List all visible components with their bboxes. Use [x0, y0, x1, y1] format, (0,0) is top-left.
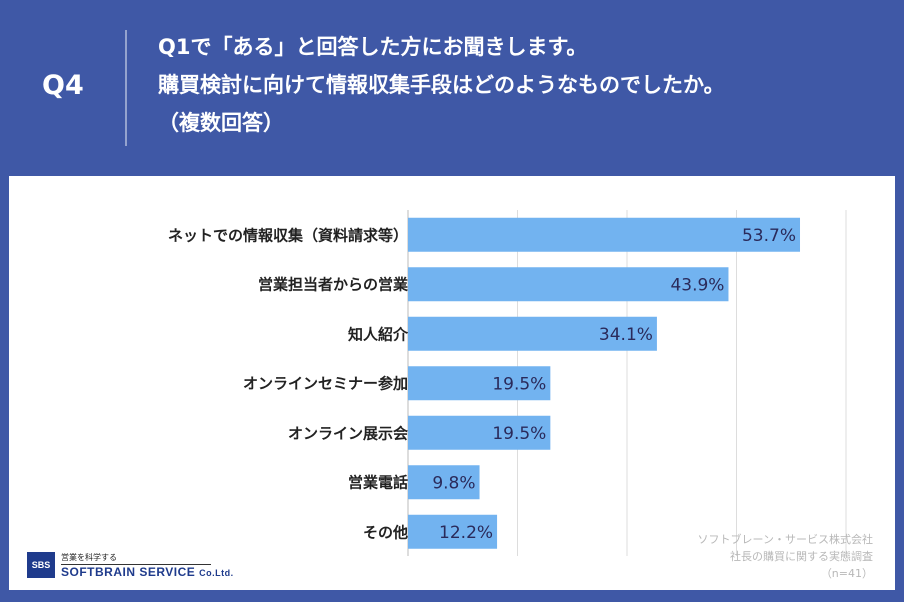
source-line-1: ソフトブレーン・サービス株式会社 — [697, 533, 873, 546]
question-line-1: Q1で「ある」と回答した方にお聞きします。 — [158, 35, 588, 59]
question-header: Q4 Q1で「ある」と回答した方にお聞きします。 購買検討に向けて情報収集手段は… — [0, 0, 904, 172]
chart-panel: 53.7% 43.9% 34.1% 19.5% 19.5% 9.8% 12.2% ネットでの… — [9, 176, 895, 590]
category-label: その他 — [362, 523, 408, 542]
data-label: 19.5% — [492, 424, 546, 444]
data-label: 34.1% — [599, 325, 653, 345]
logo-suffix: Co.Ltd. — [199, 567, 234, 578]
bar — [408, 267, 729, 302]
source-note: ソフトブレーン・サービス株式会社 社長の購買に関する実態調査 （n=41） — [698, 531, 873, 582]
category-label: ネットでの情報収集（資料請求等） — [167, 226, 408, 245]
source-line-3: （n=41） — [820, 567, 873, 580]
chart-svg: 53.7% 43.9% 34.1% 19.5% 19.5% 9.8% 12.2% — [407, 210, 847, 556]
category-label: 営業担当者からの営業 — [257, 275, 408, 294]
bar — [408, 465, 480, 500]
bar — [408, 316, 657, 351]
company-logo: SBS 営業を科学する SOFTBRAIN SERVICE Co.Ltd. — [27, 548, 242, 582]
logo-text: 営業を科学する SOFTBRAIN SERVICE Co.Ltd. — [61, 552, 234, 579]
logo-tagline: 営業を科学する — [61, 552, 211, 565]
category-label: オンラインセミナー参加 — [242, 374, 408, 393]
data-label: 53.7% — [742, 226, 796, 246]
question-number: Q4 — [42, 70, 84, 101]
source-line-2: 社長の購買に関する実態調査 — [730, 550, 873, 563]
bar — [408, 366, 551, 401]
data-label: 19.5% — [492, 374, 546, 394]
bar — [408, 415, 551, 450]
question-line-3: （複数回答） — [158, 111, 284, 135]
data-label: 9.8% — [432, 473, 475, 493]
bar — [408, 217, 801, 252]
header-divider — [125, 30, 127, 146]
question-text: Q1で「ある」と回答した方にお聞きします。 購買検討に向けて情報収集手段はどのよ… — [158, 28, 725, 142]
bar — [408, 514, 498, 549]
category-label: 営業電話 — [347, 473, 408, 492]
question-line-2: 購買検討に向けて情報収集手段はどのようなものでしたか。 — [158, 73, 725, 97]
data-label: 12.2% — [439, 523, 493, 543]
category-label: 知人紹介 — [347, 325, 408, 344]
logo-name-row: SOFTBRAIN SERVICE Co.Ltd. — [61, 565, 234, 579]
logo-mark: SBS — [27, 552, 55, 578]
category-label: オンライン展示会 — [287, 424, 408, 443]
data-label: 43.9% — [670, 275, 724, 295]
bar-chart: 53.7% 43.9% 34.1% 19.5% 19.5% 9.8% 12.2% ネットでの… — [9, 176, 895, 590]
logo-name: SOFTBRAIN SERVICE — [61, 564, 196, 579]
